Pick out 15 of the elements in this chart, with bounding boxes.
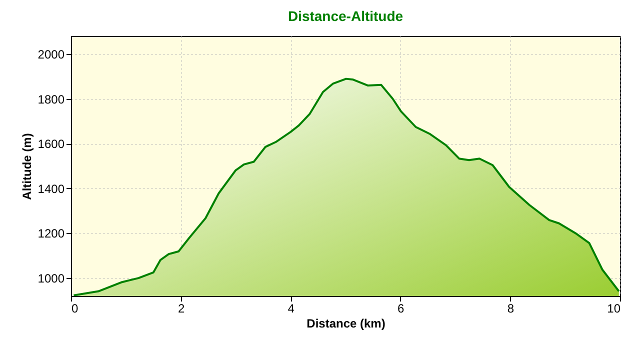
y-tick-label: 1400 [38,182,65,196]
x-tick-label: 0 [72,302,78,316]
chart-title: Distance-Altitude [288,8,404,24]
x-axis-title: Distance (km) [306,316,386,330]
y-tick-label: 1000 [38,272,65,286]
x-tick-label: 2 [178,302,185,316]
y-tick-label: 1600 [38,137,65,152]
x-tick-label: 10 [607,302,621,316]
y-tick-label: 1800 [38,92,65,106]
x-tick-label: 4 [288,302,295,316]
y-axis-title: Altitude (m) [20,133,34,200]
x-tick-label: 8 [507,302,514,316]
y-tick-label: 1200 [38,226,65,241]
y-tick-label: 2000 [38,47,65,62]
x-tick-label: 6 [398,302,405,316]
